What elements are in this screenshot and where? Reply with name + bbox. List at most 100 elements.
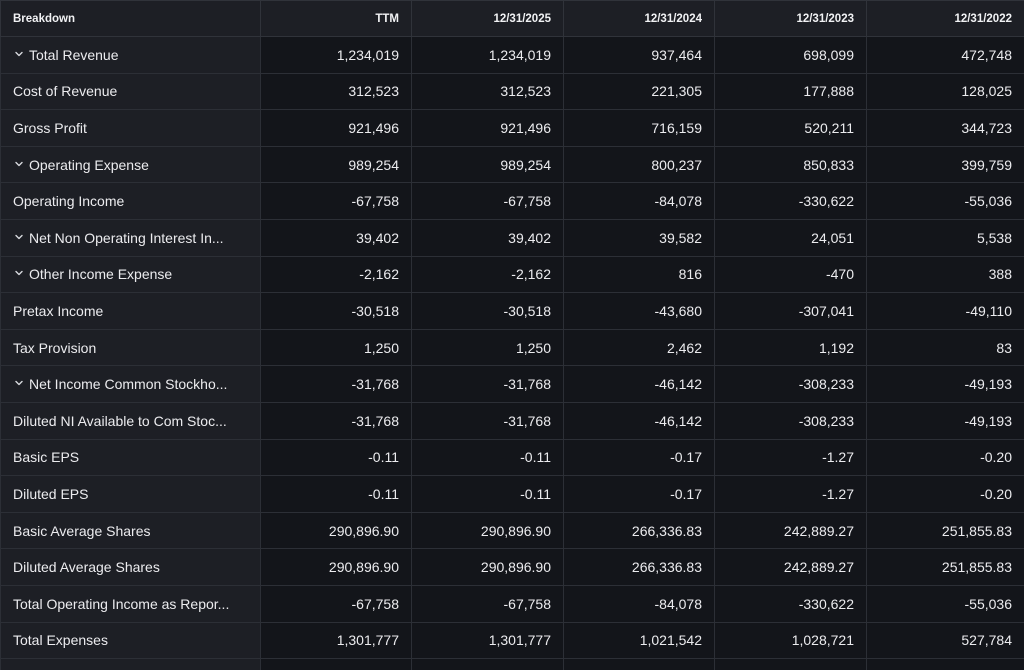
row-label-cell[interactable]: Net Income Common Stockho... — [0, 365, 261, 403]
table-row-operating-income: Operating Income -67,758 -67,758 -84,078 -33… — [0, 182, 1024, 220]
row-label: Gross Profit — [13, 119, 87, 136]
row-label: Cost of Revenue — [13, 83, 118, 100]
value-cell: -0.11 — [260, 438, 412, 477]
row-label-cell: Pretax Income — [0, 292, 261, 330]
row-label: Total Operating Income as Repor... — [13, 595, 230, 612]
row-label: Basic EPS — [13, 449, 80, 466]
value-cell: -84,078 — [563, 584, 715, 623]
table-row-total-revenue[interactable]: Total Revenue 1,234,019 1,234,019 937,464 69… — [0, 36, 1024, 74]
value-cell: 290,896.90 — [260, 548, 412, 586]
row-label-cell: Diluted EPS — [0, 475, 261, 513]
value-cell: 989,254 — [411, 145, 564, 184]
row-label-cell: Diluted Average Shares — [0, 548, 261, 586]
chevron-down-icon[interactable] — [15, 233, 23, 241]
value-cell: 39,402 — [260, 218, 412, 257]
row-label: Total Expenses — [13, 632, 108, 649]
table-row-tax-provision: Tax Provision 1,250 1,250 2,462 1,192 83 — [0, 328, 1024, 367]
value-cell: 1,250 — [260, 328, 412, 367]
table-header-row: Breakdown TTM 12/31/2025 12/31/2024 12/3… — [0, 0, 1024, 37]
table-row-pretax-income: Pretax Income -30,518 -30,518 -43,680 -307,0… — [0, 292, 1024, 330]
row-label-cell: Total Expenses — [0, 621, 261, 660]
value-cell: -49,193 — [866, 401, 1024, 440]
value-cell: 716,159 — [563, 109, 715, 147]
value-cell: 251,855.83 — [866, 548, 1024, 586]
value-cell: -46,142 — [563, 365, 715, 403]
value-cell: 290,896.90 — [260, 511, 412, 550]
value-cell: 312,523 — [260, 72, 412, 111]
row-label-cell: Cost of Revenue — [0, 72, 261, 111]
value-cell: -0.17 — [563, 475, 715, 513]
chevron-down-icon[interactable] — [15, 160, 23, 168]
value-cell: -0.11 — [411, 475, 564, 513]
value-cell: -55,036 — [866, 182, 1024, 220]
row-label-cell[interactable]: Total Revenue — [0, 36, 261, 74]
value-cell: 1,192 — [714, 328, 867, 367]
value-cell: 251,855.83 — [866, 511, 1024, 550]
value-cell: 290,896.90 — [411, 548, 564, 586]
value-cell: -30,518 — [411, 292, 564, 330]
value-cell: 266,336.83 — [563, 548, 715, 586]
table-row-cost-of-revenue: Cost of Revenue 312,523 312,523 221,305 177,… — [0, 72, 1024, 111]
table-row-net-income-common-stockho[interactable]: Net Income Common Stockho... -31,768 -31,7… — [0, 365, 1024, 403]
row-label-cell[interactable]: Net Non Operating Interest In... — [0, 218, 261, 257]
breakdown-header: Breakdown — [0, 0, 261, 37]
value-cell: 242,889.27 — [714, 511, 867, 550]
table-row-diluted-eps: Diluted EPS -0.11 -0.11 -0.17 -1.27 -0.20 — [0, 475, 1024, 513]
value-cell: -0.17 — [563, 438, 715, 477]
value-cell: -470 — [714, 255, 867, 294]
value-cell: 290,896.90 — [411, 511, 564, 550]
table-row-other-income-expense[interactable]: Other Income Expense -2,162 -2,162 816 -470 3… — [0, 255, 1024, 294]
value-cell: 221,305 — [563, 72, 715, 111]
value-cell: -0.11 — [260, 475, 412, 513]
value-cell: 800,237 — [563, 145, 715, 184]
value-cell: 698,099 — [714, 36, 867, 74]
value-cell: 850,833 — [714, 145, 867, 184]
value-cell: 344,723 — [866, 109, 1024, 147]
row-label-cell[interactable]: Operating Expense — [0, 145, 261, 184]
value-cell: -67,758 — [260, 584, 412, 623]
value-cell: 83 — [866, 328, 1024, 367]
row-label-cell[interactable]: Other Income Expense — [0, 255, 261, 294]
value-cell: -30,518 — [260, 292, 412, 330]
value-cell: -308,233 — [714, 365, 867, 403]
value-cell: -31,768 — [260, 365, 412, 403]
value-cell: -0.20 — [866, 438, 1024, 477]
table-row-operating-expense[interactable]: Operating Expense 989,254 989,254 800,237 85… — [0, 145, 1024, 184]
value-cell: -55,036 — [866, 584, 1024, 623]
chevron-down-icon[interactable] — [15, 50, 23, 58]
value-cell: 266,336.83 — [563, 511, 715, 550]
table-row-net-non-operating-interest-in[interactable]: Net Non Operating Interest In... 39,402 39… — [0, 218, 1024, 257]
chevron-down-icon[interactable] — [15, 269, 23, 277]
table-row-basic-average-shares: Basic Average Shares 290,896.90 290,896.90… — [0, 511, 1024, 550]
row-label-cell: Basic Average Shares — [0, 511, 261, 550]
value-cell: 1,021,542 — [563, 621, 715, 660]
value-cell: 128,025 — [866, 72, 1024, 111]
row-label: Diluted NI Available to Com Stoc... — [13, 412, 227, 429]
partial-cell — [866, 658, 1024, 670]
value-cell: -330,622 — [714, 182, 867, 220]
value-cell: -67,758 — [411, 182, 564, 220]
value-cell: -31,768 — [411, 401, 564, 440]
value-cell: 388 — [866, 255, 1024, 294]
column-header-2023: 12/31/2023 — [714, 0, 867, 37]
chevron-down-icon[interactable] — [15, 379, 23, 387]
value-cell: 816 — [563, 255, 715, 294]
value-cell: 177,888 — [714, 72, 867, 111]
row-label: Net Income Common Stockho... — [29, 376, 228, 393]
value-cell: -2,162 — [411, 255, 564, 294]
value-cell: 989,254 — [260, 145, 412, 184]
partial-cell — [714, 658, 867, 670]
row-label-cell: Basic EPS — [0, 438, 261, 477]
table-row-total-operating-income-as-repor: Total Operating Income as Repor... -67,75… — [0, 584, 1024, 623]
row-label: Pretax Income — [13, 302, 104, 319]
column-header-ttm: TTM — [260, 0, 412, 37]
row-label: Operating Income — [13, 193, 125, 210]
value-cell: 5,538 — [866, 218, 1024, 257]
value-cell: -84,078 — [563, 182, 715, 220]
row-label: Tax Provision — [13, 339, 97, 356]
value-cell: -31,768 — [411, 365, 564, 403]
value-cell: 1,234,019 — [411, 36, 564, 74]
value-cell: 242,889.27 — [714, 548, 867, 586]
